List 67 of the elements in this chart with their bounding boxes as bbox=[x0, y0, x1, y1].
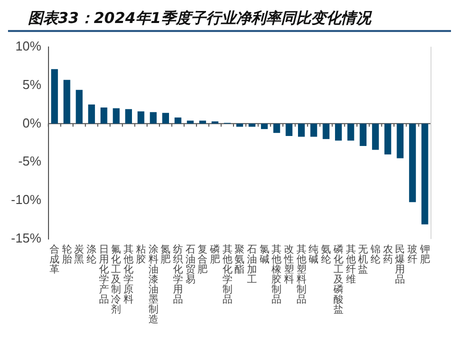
x-tick-label: 无机盐 bbox=[358, 244, 368, 276]
x-tick-label: 磷肥 bbox=[208, 244, 220, 266]
y-tick-label: 10% bbox=[15, 38, 42, 54]
y-tick-label: -5% bbox=[18, 154, 42, 169]
bar bbox=[421, 124, 428, 224]
bar bbox=[150, 112, 157, 124]
bar bbox=[310, 124, 318, 137]
x-tick-label: 复合肥 bbox=[198, 244, 208, 276]
bar bbox=[236, 124, 244, 127]
x-tick-label: 石油贸易 bbox=[185, 244, 196, 286]
x-tick-label: 氯碱 bbox=[259, 244, 270, 266]
bar bbox=[260, 124, 268, 130]
bar bbox=[347, 124, 354, 141]
bar bbox=[286, 124, 292, 136]
y-tick-label: -15% bbox=[10, 230, 42, 246]
x-tick-label: 氨纶 bbox=[321, 244, 332, 266]
x-tick-label: 民爆用品 bbox=[395, 244, 406, 286]
x-tick-label: 纺织化学用品 bbox=[172, 244, 183, 306]
x-tick-label: 其他化学原料 bbox=[124, 244, 134, 306]
x-tick-label: 合成革 bbox=[50, 244, 60, 276]
y-tick-label: -10% bbox=[10, 192, 42, 208]
x-tick-label: 涤纶 bbox=[86, 244, 97, 266]
x-tick-label: 锦纶 bbox=[369, 244, 380, 266]
x-tick-label: 农药 bbox=[382, 244, 393, 266]
y-tick-label: 5% bbox=[22, 76, 42, 92]
chart-title: 图表33：2024年1季度子行业净利率同比变化情况 bbox=[27, 8, 373, 28]
x-tick-label: 玻纤 bbox=[407, 244, 418, 266]
bar bbox=[372, 124, 379, 150]
x-tick-label: 石油加工 bbox=[247, 244, 258, 286]
bar bbox=[174, 118, 182, 124]
x-tick-label: 日用化学产品 bbox=[98, 244, 109, 306]
bar bbox=[186, 120, 194, 124]
bar bbox=[360, 124, 367, 146]
bar bbox=[396, 124, 404, 158]
bar bbox=[100, 108, 108, 124]
bar bbox=[162, 112, 170, 124]
bar bbox=[51, 69, 58, 124]
bar bbox=[138, 111, 144, 124]
x-tick-label: 其他纤维 bbox=[346, 244, 356, 286]
bar bbox=[298, 124, 305, 137]
bar bbox=[273, 124, 280, 133]
x-tick-label: 改性塑料 bbox=[283, 244, 294, 286]
bar bbox=[63, 80, 70, 124]
bar bbox=[125, 109, 132, 124]
x-tick-label: 涂料油漆油墨制造 bbox=[148, 244, 158, 326]
x-tick-label: 聚氨酯 bbox=[234, 244, 245, 276]
bar bbox=[384, 124, 392, 154]
x-tick-label: 轮胎 bbox=[62, 244, 72, 266]
y-tick-label: 0% bbox=[22, 115, 42, 130]
x-tick-label: 其他化学制品 bbox=[222, 244, 232, 306]
bar bbox=[112, 108, 120, 124]
x-tick-label: 钾肥 bbox=[418, 244, 430, 266]
x-tick-label: 氮肥 bbox=[160, 244, 171, 266]
bar bbox=[76, 90, 83, 124]
x-tick-label: 氟化工及制冷剂 bbox=[111, 244, 122, 316]
x-tick-label: 磷化工及磷酸盐 bbox=[332, 244, 344, 316]
x-tick-label: 炭黑 bbox=[74, 244, 84, 266]
x-tick-label: 其他塑料制品 bbox=[296, 244, 306, 306]
bar bbox=[88, 104, 95, 124]
bar bbox=[199, 120, 206, 124]
bar bbox=[248, 124, 256, 127]
bar bbox=[322, 124, 330, 140]
x-tick-label: 纯碱 bbox=[308, 244, 319, 266]
x-tick-label: 其他橡胶制品 bbox=[272, 244, 282, 306]
x-tick-label: 粘胶 bbox=[136, 244, 146, 266]
bar bbox=[409, 124, 416, 202]
bar bbox=[335, 124, 342, 141]
